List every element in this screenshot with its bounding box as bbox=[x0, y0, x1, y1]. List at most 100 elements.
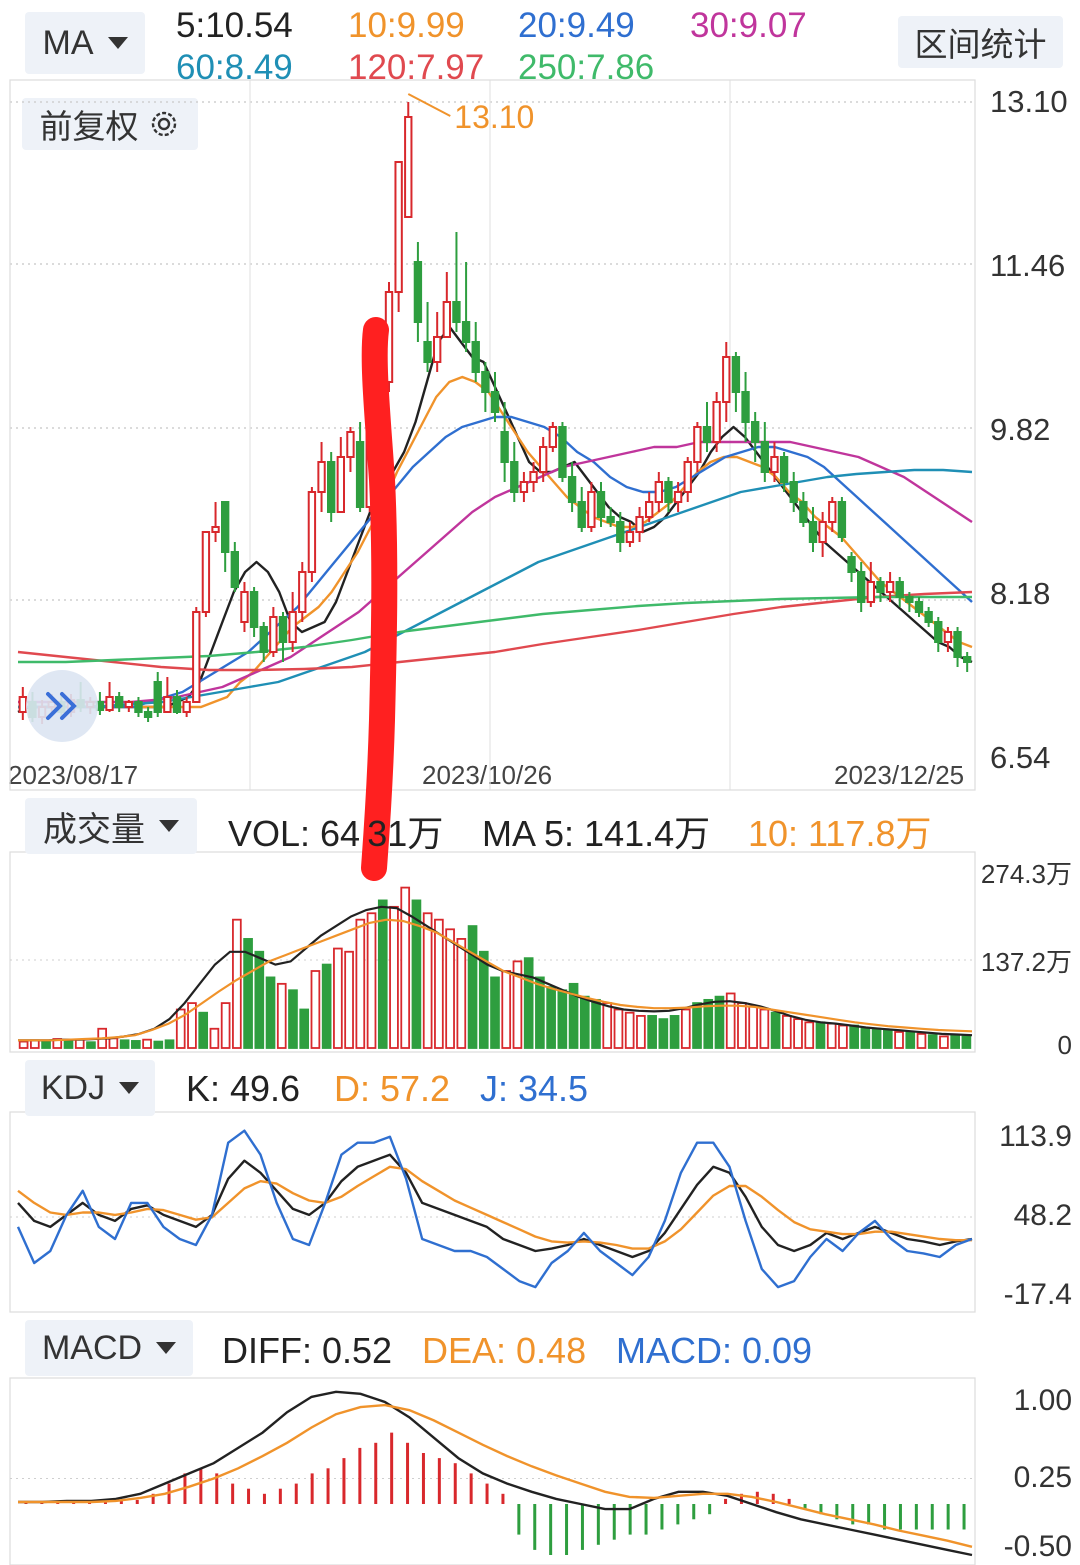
indicator-select[interactable]: MA bbox=[25, 12, 145, 74]
price-y-tick: 6.54 bbox=[990, 740, 1051, 775]
candle-body bbox=[606, 516, 615, 523]
volume-bar bbox=[30, 1039, 40, 1049]
volume-bar bbox=[647, 1015, 657, 1049]
candle bbox=[645, 492, 654, 522]
volume-bar bbox=[692, 1002, 702, 1049]
interval-stats-button[interactable]: 区间统计 bbox=[898, 16, 1063, 68]
candle bbox=[346, 427, 355, 472]
candle bbox=[288, 592, 297, 652]
volume-y-tick: 0 bbox=[1057, 1030, 1072, 1060]
candle-body bbox=[327, 461, 336, 513]
candle-body bbox=[288, 611, 297, 643]
candle bbox=[481, 362, 490, 412]
candle bbox=[596, 482, 606, 527]
volume-bar bbox=[119, 1039, 130, 1049]
volume-bar bbox=[243, 938, 253, 1049]
volume-bar bbox=[355, 918, 366, 1049]
price-y-tick: 8.18 bbox=[990, 576, 1051, 611]
candle-body bbox=[423, 341, 432, 363]
volume-bar bbox=[164, 1039, 175, 1049]
volume-bar bbox=[254, 950, 265, 1049]
candle bbox=[799, 492, 808, 527]
volume-bar bbox=[939, 1035, 949, 1049]
candle-body bbox=[201, 531, 211, 613]
price-y-tick: 9.82 bbox=[990, 412, 1051, 447]
candle-body bbox=[616, 521, 625, 543]
candle-body bbox=[433, 336, 442, 363]
candle-body bbox=[317, 461, 326, 493]
kdj-j-value: J: 34.5 bbox=[480, 1068, 589, 1109]
candle-body bbox=[876, 581, 885, 593]
volume-bar bbox=[310, 970, 321, 1049]
volume-bar bbox=[882, 1029, 893, 1049]
kdj-d-value: D: 57.2 bbox=[334, 1068, 451, 1109]
volume-bar bbox=[535, 976, 545, 1049]
candle-body bbox=[731, 356, 741, 393]
candle bbox=[635, 507, 644, 542]
volume-bar bbox=[288, 989, 298, 1049]
candle bbox=[404, 102, 413, 218]
volume-bar bbox=[501, 970, 512, 1049]
adjust-label: 前复权 bbox=[39, 108, 139, 145]
price-frame bbox=[9, 79, 976, 791]
candle-body bbox=[577, 501, 586, 528]
macd-select[interactable]: MACD bbox=[25, 1320, 193, 1376]
candle bbox=[211, 502, 220, 542]
candle-body bbox=[278, 616, 288, 643]
candle bbox=[452, 232, 461, 332]
volume-bar bbox=[299, 1008, 310, 1049]
x-axis-date: 2023/08/17 bbox=[8, 760, 139, 790]
candle bbox=[712, 392, 721, 452]
candle bbox=[808, 507, 818, 552]
candle-body bbox=[124, 701, 133, 708]
volume-bar bbox=[568, 982, 579, 1049]
volume-frame bbox=[9, 851, 976, 1053]
kdj-select[interactable]: KDJ bbox=[25, 1060, 155, 1116]
candle-body bbox=[702, 426, 712, 443]
candle-body bbox=[298, 571, 307, 613]
volume-bar bbox=[366, 912, 377, 1049]
candle-body bbox=[779, 456, 789, 483]
ma-legend-item: 5:10.54 bbox=[176, 6, 293, 45]
candle bbox=[577, 487, 586, 532]
expand-button[interactable] bbox=[26, 670, 98, 742]
volume-bar bbox=[108, 1037, 119, 1049]
candle bbox=[934, 617, 943, 652]
candle-body bbox=[654, 481, 663, 503]
chevron-down-icon bbox=[159, 820, 179, 832]
candle bbox=[895, 577, 904, 607]
candle bbox=[606, 507, 615, 527]
candle bbox=[567, 462, 577, 512]
volume-select[interactable]: 成交量 bbox=[25, 798, 197, 854]
candle bbox=[317, 442, 326, 512]
candle-body bbox=[818, 521, 827, 543]
candle-body bbox=[567, 476, 577, 503]
price-y-tick: 13.10 bbox=[990, 84, 1068, 119]
candle bbox=[673, 482, 683, 512]
candle bbox=[885, 572, 895, 602]
candle bbox=[741, 372, 750, 442]
volume-bar bbox=[321, 963, 332, 1049]
volume-bar bbox=[187, 1002, 197, 1049]
candle bbox=[259, 622, 268, 662]
macd-select-label: MACD bbox=[41, 1328, 143, 1367]
candle-body bbox=[847, 556, 856, 573]
candle bbox=[249, 587, 259, 637]
candle-body bbox=[143, 711, 153, 718]
candle-body bbox=[461, 321, 471, 343]
volume-bar bbox=[445, 928, 455, 1049]
candle bbox=[490, 372, 500, 422]
candle-body bbox=[895, 581, 904, 598]
volume-bar bbox=[209, 1027, 220, 1049]
volume-bar bbox=[894, 1031, 904, 1049]
double-chevron-right-icon bbox=[46, 692, 77, 720]
candle-body bbox=[741, 391, 750, 423]
candle-body bbox=[760, 441, 769, 473]
macd-line-diff bbox=[18, 1390, 973, 1557]
volume-bar bbox=[74, 1038, 85, 1049]
candle-body bbox=[943, 631, 953, 643]
adjust-button[interactable]: 前复权 bbox=[22, 98, 198, 150]
candle bbox=[683, 457, 692, 502]
candle bbox=[857, 562, 866, 612]
